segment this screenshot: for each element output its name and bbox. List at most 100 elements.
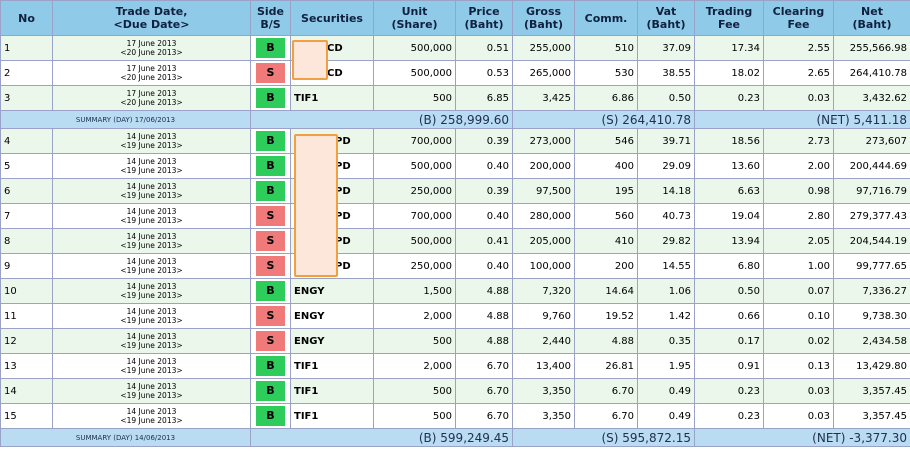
col-header-clearing-fee[interactable]: Clearing Fee	[763, 0, 834, 36]
col-header-unit[interactable]: Unit (Share)	[373, 0, 456, 36]
unit-cell: 500	[373, 328, 456, 354]
col-header-net-sub: (Baht)	[852, 18, 892, 31]
table-row[interactable]: 12 14 June 2013 <19 June 2013> S ENGY 500 4.88…	[0, 328, 910, 354]
table-row[interactable]: 6 14 June 2013 <19 June 2013> B PD 250,000 0.3…	[0, 178, 910, 204]
due-date: <20 June 2013>	[120, 98, 183, 107]
net-cell: 264,410.78	[833, 60, 910, 86]
price-cell: 6.85	[455, 85, 513, 111]
comm-cell: 510	[574, 35, 638, 61]
comm-cell: 530	[574, 60, 638, 86]
side-cell: B	[250, 178, 291, 204]
table-row[interactable]: 4 14 June 2013 <19 June 2013> B PD 700,000 0.3…	[0, 128, 910, 154]
table-row[interactable]: 13 14 June 2013 <19 June 2013> B TIF1 2,000 6.…	[0, 353, 910, 379]
unit-cell: 250,000	[373, 178, 456, 204]
buy-badge: B	[256, 406, 285, 426]
table-row[interactable]: 15 14 June 2013 <19 June 2013> B TIF1 500 6.70…	[0, 403, 910, 429]
gross-cell: 255,000	[512, 35, 575, 61]
comm-cell: 4.88	[574, 328, 638, 354]
trading-fee-cell: 0.66	[694, 303, 764, 329]
summary-row: SUMMARY (DAY) 17/06/2013 (B) 258,999.60 (S…	[0, 110, 910, 129]
due-date: <19 June 2013>	[120, 391, 183, 400]
table-row[interactable]: 1 17 June 2013 <20 June 2013> B CD 500,000 0.5…	[0, 35, 910, 61]
security-symbol[interactable]: ENGY	[290, 328, 374, 354]
unit-cell: 500	[373, 378, 456, 404]
col-header-net-label: Net	[861, 5, 883, 18]
col-header-side-label: Side	[256, 5, 285, 18]
trade-date-cell: 14 June 2013 <19 June 2013>	[52, 303, 251, 329]
net-cell: 255,566.98	[833, 35, 910, 61]
col-header-comm[interactable]: Comm.	[574, 0, 638, 36]
security-symbol[interactable]: TIF1	[290, 85, 374, 111]
col-header-unit-sub: (Share)	[391, 18, 438, 31]
comm-cell: 400	[574, 153, 638, 179]
security-symbol[interactable]: TIF1	[290, 378, 374, 404]
due-date: <19 June 2013>	[120, 241, 183, 250]
table-row[interactable]: 9 14 June 2013 <19 June 2013> S PD 250,000 0.4…	[0, 253, 910, 279]
security-symbol[interactable]: TIF1	[290, 353, 374, 379]
trading-fee-cell: 0.23	[694, 403, 764, 429]
table-row[interactable]: 8 14 June 2013 <19 June 2013> S PD 500,000 0.4…	[0, 228, 910, 254]
table-row[interactable]: 2 17 June 2013 <20 June 2013> S CD 500,000 0.5…	[0, 60, 910, 86]
security-symbol[interactable]: TIF1	[290, 403, 374, 429]
col-header-side[interactable]: Side B/S	[250, 0, 291, 36]
col-header-trading-fee[interactable]: Trading Fee	[694, 0, 764, 36]
due-date: <19 June 2013>	[120, 341, 183, 350]
table-row[interactable]: 11 14 June 2013 <19 June 2013> S ENGY 2,000 4.…	[0, 303, 910, 329]
row-number: 3	[0, 85, 53, 111]
security-symbol[interactable]: ENGY	[290, 303, 374, 329]
table-row[interactable]: 14 14 June 2013 <19 June 2013> B TIF1 500 6.70…	[0, 378, 910, 404]
trade-date: 14 June 2013	[126, 332, 177, 341]
trade-date: 17 June 2013	[126, 89, 177, 98]
unit-cell: 500	[373, 85, 456, 111]
security-symbol[interactable]: ENGY	[290, 278, 374, 304]
side-cell: S	[250, 328, 291, 354]
price-cell: 0.39	[455, 178, 513, 204]
unit-cell: 2,000	[373, 353, 456, 379]
clearing-fee-cell: 2.05	[763, 228, 834, 254]
comm-cell: 26.81	[574, 353, 638, 379]
trade-date: 14 June 2013	[126, 307, 177, 316]
table-row[interactable]: 5 14 June 2013 <19 June 2013> B PD 500,000 0.4…	[0, 153, 910, 179]
row-number: 10	[0, 278, 53, 304]
trade-date-cell: 17 June 2013 <20 June 2013>	[52, 60, 251, 86]
clearing-fee-cell: 2.73	[763, 128, 834, 154]
trade-date-cell: 17 June 2013 <20 June 2013>	[52, 85, 251, 111]
price-cell: 0.40	[455, 253, 513, 279]
clearing-fee-cell: 2.00	[763, 153, 834, 179]
vat-cell: 1.42	[637, 303, 695, 329]
clearing-fee-cell: 0.03	[763, 85, 834, 111]
col-header-vat[interactable]: Vat (Baht)	[637, 0, 695, 36]
col-header-securities[interactable]: Securities	[290, 0, 374, 36]
price-cell: 6.70	[455, 378, 513, 404]
gross-cell: 205,000	[512, 228, 575, 254]
clearing-fee-cell: 0.07	[763, 278, 834, 304]
side-cell: S	[250, 203, 291, 229]
row-number: 1	[0, 35, 53, 61]
gross-cell: 3,350	[512, 403, 575, 429]
side-cell: B	[250, 353, 291, 379]
side-cell: B	[250, 378, 291, 404]
col-header-gross[interactable]: Gross (Baht)	[512, 0, 575, 36]
table-row[interactable]: 3 17 June 2013 <20 June 2013> B TIF1 500 6.85 3…	[0, 85, 910, 111]
gross-cell: 2,440	[512, 328, 575, 354]
price-cell: 4.88	[455, 328, 513, 354]
col-header-clearing-fee-label: Clearing	[772, 5, 825, 18]
unit-cell: 500	[373, 403, 456, 429]
col-header-price[interactable]: Price (Baht)	[455, 0, 513, 36]
table-row[interactable]: 10 14 June 2013 <19 June 2013> B ENGY 1,500 4.…	[0, 278, 910, 304]
col-header-net[interactable]: Net (Baht)	[833, 0, 910, 36]
unit-cell: 500,000	[373, 153, 456, 179]
col-header-no[interactable]: No	[0, 0, 53, 36]
unit-cell: 700,000	[373, 128, 456, 154]
clearing-fee-cell: 0.03	[763, 378, 834, 404]
row-number: 15	[0, 403, 53, 429]
buy-badge: B	[256, 156, 285, 176]
unit-cell: 500,000	[373, 35, 456, 61]
trade-date-cell: 14 June 2013 <19 June 2013>	[52, 203, 251, 229]
col-header-trade-date[interactable]: Trade Date, <Due Date>	[52, 0, 251, 36]
col-header-price-label: Price	[468, 5, 500, 18]
buy-badge: B	[256, 281, 285, 301]
col-header-trading-fee-label: Trading	[705, 5, 753, 18]
table-row[interactable]: 7 14 June 2013 <19 June 2013> S PD 700,000 0.4…	[0, 203, 910, 229]
